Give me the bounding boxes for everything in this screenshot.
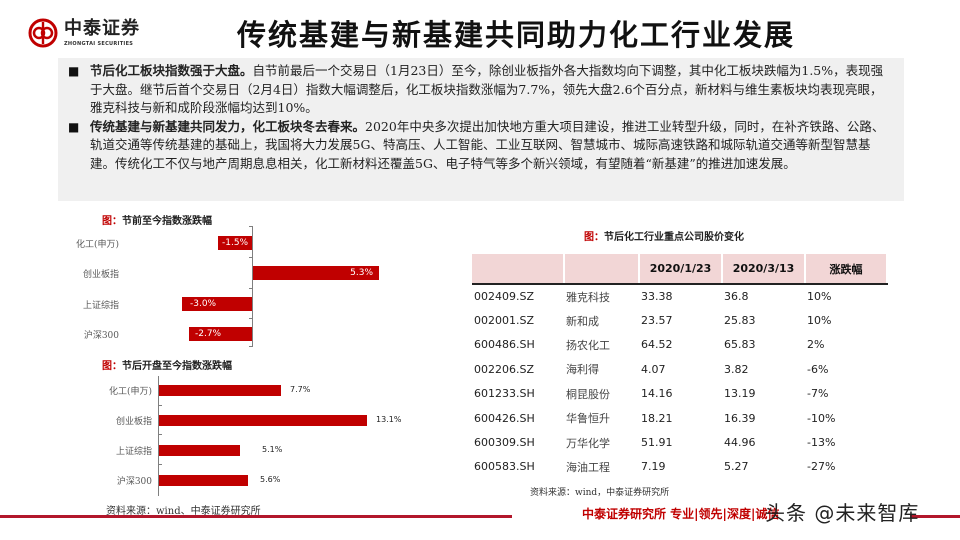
zhongtai-logo-icon (28, 18, 58, 48)
summary-bullet: ■ 节后化工板块指数强于大盘。自节前最后一个交易日（1月23日）至今，除创业板指… (68, 62, 894, 118)
chart2-category: 创业板指 (115, 417, 152, 427)
chart1-category: 上证综指 (82, 301, 119, 311)
table-title: 图：节后化工行业重点公司股价变化 (584, 232, 744, 243)
page-title: 传统基建与新基建共同助力化工行业发展 (237, 18, 796, 52)
col-change: 涨跌幅 (805, 254, 888, 285)
chart2-category: 化工(申万) (108, 387, 152, 397)
summary-box: ■ 节后化工板块指数强于大盘。自节前最后一个交易日（1月23日）至今，除创业板指… (58, 58, 904, 201)
bullet-heading: 传统基建与新基建共同发力，化工板块冬去春来。 (90, 118, 366, 134)
col-2020-1-23: 2020/1/23 (639, 254, 723, 285)
brand-name-cn: 中泰证券 (64, 17, 140, 39)
chart2-value-label: 5.6% (260, 475, 281, 484)
bullet-heading: 节后化工板块指数强于大盘。 (90, 63, 253, 78)
chart1-bar: -3.0% (182, 297, 252, 311)
footer-slogan: 中泰证券研究所 专业|领先|深度|诚信 (582, 507, 780, 521)
table-row: 601233.SH 桐昆股份 14.16 13.19 -7% (474, 387, 829, 401)
bullet-body: 自节前最后一个交易日（1月23日）至今，除创业板指外各大指数均向下调整，其中化工… (90, 63, 884, 115)
chart1-title: 图：节前至今指数涨跌幅 (102, 216, 212, 227)
chart2-value-label: 5.1% (262, 445, 283, 454)
chart1-bar: 5.3% (253, 266, 379, 280)
chart2-category: 上证综指 (115, 447, 152, 457)
chart2-title: 图：节后开盘至今指数涨跌幅 (102, 361, 232, 372)
chart2-category: 沪深300 (116, 477, 152, 487)
watermark: 头条 @未来智库 (765, 501, 920, 525)
bullet-body: 2020年中央多次提出加快地方重大项目建设，推进工业转型升级，同时，在补齐铁路、… (90, 118, 885, 171)
chart1-axis (252, 226, 253, 346)
col-2020-3-13: 2020/3/13 (722, 254, 806, 285)
chart2-axis (158, 376, 159, 496)
table-row: 600309.SH 万华化学 51.91 44.96 -13% (474, 436, 836, 450)
square-bullet-icon: ■ (68, 64, 80, 78)
stock-price-table: 2020/1/23 2020/3/13 涨跌幅 002409.SZ 雅克科技 33.… (472, 254, 888, 479)
table-header-row: 2020/1/23 2020/3/13 涨跌幅 (472, 254, 888, 285)
table-row: 002001.SZ 新和成 23.57 25.83 10% (474, 314, 832, 328)
chart2-value-label: 7.7% (290, 385, 311, 394)
footer-divider-right (910, 515, 960, 518)
table-row: 600583.SH 海油工程 7.19 5.27 -27% (474, 460, 836, 474)
chart1-bar: -1.5% (218, 236, 252, 250)
table-row: 600426.SH 华鲁恒升 18.21 16.39 -10% (474, 411, 836, 426)
table-row: 002409.SZ 雅克科技 33.38 36.8 10% (474, 290, 832, 304)
chart1-category: 化工(申万) (75, 240, 119, 250)
chart2-value-label: 13.1% (376, 415, 402, 424)
summary-bullet: ■ 传统基建与新基建共同发力，化工板块冬去春来。2020年中央多次提出加快地方重… (68, 118, 894, 174)
chart2-bar (159, 445, 240, 456)
chart2-bar (159, 475, 248, 486)
table-row: 002206.SZ 海利得 4.07 3.82 -6% (474, 362, 829, 377)
brand-name-en: ZHONGTAI SECURITIES (64, 40, 134, 47)
footer-divider (0, 515, 512, 518)
table-row: 600486.SH 扬农化工 64.52 65.83 2% (474, 338, 825, 352)
square-bullet-icon: ■ (68, 119, 80, 134)
chart1-bar: -2.7% (189, 327, 252, 341)
chart2-bar (159, 415, 367, 426)
chart1-category: 创业板指 (82, 270, 119, 280)
table-source: 资料来源：wind，中泰证券研究所 (530, 488, 670, 498)
chart-source-left: 资料来源：wind、中泰证券研究所 (106, 506, 261, 517)
brand-logo: 中泰证券 ZHONGTAI SECURITIES (28, 18, 140, 48)
chart1-category: 沪深300 (83, 331, 119, 341)
chart2-bar (159, 385, 281, 396)
